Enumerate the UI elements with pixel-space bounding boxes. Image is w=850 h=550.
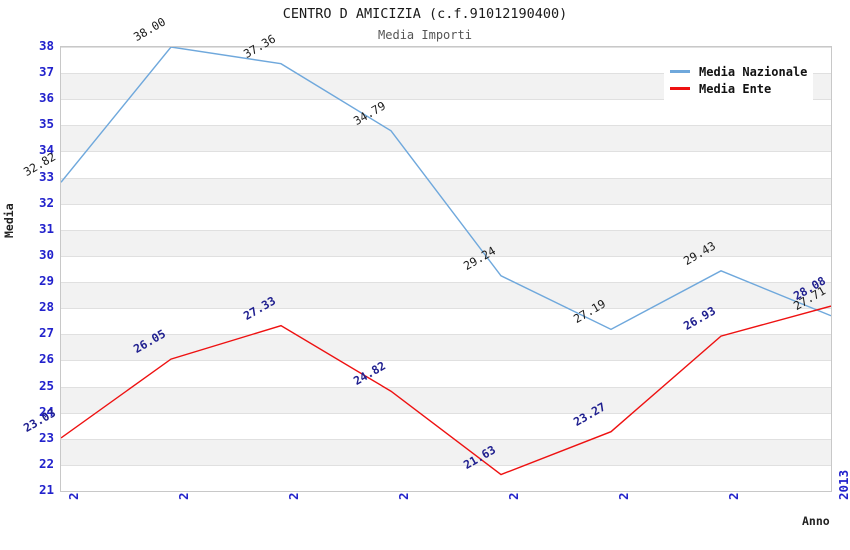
y-tick-label: 30 — [38, 246, 54, 262]
gridline — [61, 491, 831, 492]
gridline — [61, 282, 831, 283]
y-tick-label: 31 — [38, 220, 54, 236]
x-axis-label: Anno — [802, 514, 830, 528]
gridline — [61, 413, 831, 414]
y-tick-label: 27 — [38, 325, 54, 341]
gridline — [61, 178, 831, 179]
chart-legend: Media Nazionale Media Ente — [664, 60, 814, 101]
gridline — [61, 387, 831, 388]
series-line — [61, 305, 831, 476]
legend-label-media-ente: Media Ente — [699, 81, 772, 96]
legend-item-media-nazionale[interactable]: Media Nazionale — [670, 63, 807, 80]
chart-title: CENTRO D AMICIZIA (c.f.91012190400) — [282, 6, 568, 22]
plot-band — [61, 282, 831, 309]
gridline — [61, 439, 831, 440]
legend-label-media-nazionale: Media Nazionale — [699, 64, 808, 79]
y-tick-label: 29 — [38, 273, 54, 289]
gridline — [61, 308, 831, 309]
plot-band — [61, 177, 831, 204]
plot-band — [61, 229, 831, 256]
gridline — [61, 47, 831, 48]
gridline — [61, 360, 831, 361]
y-tick-label: 28 — [38, 299, 54, 315]
gridline — [61, 465, 831, 466]
gridline — [61, 151, 831, 152]
plot-area — [60, 46, 832, 492]
y-tick-label: 21 — [38, 482, 54, 497]
gridline — [61, 73, 831, 74]
gridline — [61, 204, 831, 205]
plot-band — [61, 334, 831, 361]
legend-swatch-media-ente — [670, 87, 690, 90]
y-tick-label: 32 — [38, 194, 54, 210]
chart-subtitle: Media Importi — [378, 28, 472, 42]
x-tick-label: 2013 — [836, 469, 850, 500]
legend-item-media-ente[interactable]: Media Ente — [670, 80, 807, 97]
gridline — [61, 334, 831, 335]
gridline — [61, 99, 831, 100]
y-tick-label: 22 — [38, 455, 54, 471]
legend-swatch-media-nazionale — [670, 70, 690, 73]
series-lines — [61, 47, 831, 476]
plot-band — [61, 438, 831, 465]
y-tick-label: 38 — [38, 38, 54, 53]
y-tick-label: 37 — [38, 64, 54, 80]
gridline — [61, 125, 831, 126]
y-tick-label: 34 — [38, 142, 54, 158]
y-tick-label: 36 — [38, 90, 54, 106]
plot-band — [61, 125, 831, 152]
plot-band — [61, 386, 831, 413]
y-tick-label: 26 — [38, 351, 54, 367]
y-tick-label: 33 — [38, 168, 54, 184]
y-tick-label: 23 — [38, 429, 54, 445]
gridline — [61, 256, 831, 257]
gridline — [61, 230, 831, 231]
y-tick-label: 25 — [38, 377, 54, 393]
y-tick-label: 35 — [38, 116, 54, 132]
series-line — [61, 47, 831, 331]
y-tick-label: 24 — [38, 403, 54, 419]
